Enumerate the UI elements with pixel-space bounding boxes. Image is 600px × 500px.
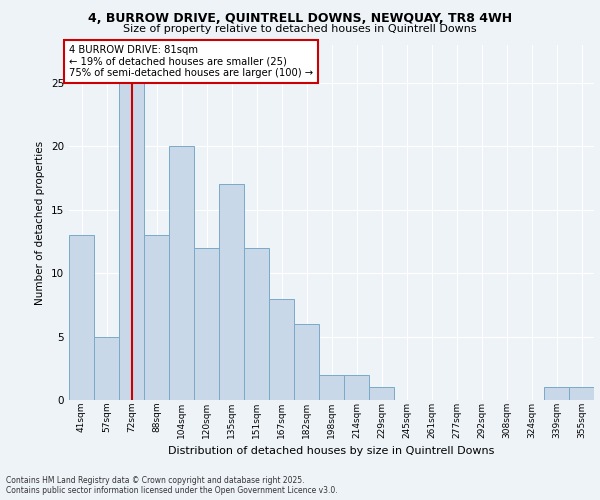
Bar — [219, 184, 244, 400]
Bar — [119, 83, 144, 400]
Y-axis label: Number of detached properties: Number of detached properties — [35, 140, 46, 304]
Bar — [69, 235, 94, 400]
Text: Contains HM Land Registry data © Crown copyright and database right 2025.
Contai: Contains HM Land Registry data © Crown c… — [6, 476, 338, 495]
Bar — [294, 324, 319, 400]
Text: 4 BURROW DRIVE: 81sqm
← 19% of detached houses are smaller (25)
75% of semi-deta: 4 BURROW DRIVE: 81sqm ← 19% of detached … — [69, 45, 313, 78]
Bar — [144, 235, 169, 400]
Bar — [344, 374, 369, 400]
Bar — [319, 374, 344, 400]
Bar — [194, 248, 219, 400]
Text: 4, BURROW DRIVE, QUINTRELL DOWNS, NEWQUAY, TR8 4WH: 4, BURROW DRIVE, QUINTRELL DOWNS, NEWQUA… — [88, 12, 512, 26]
X-axis label: Distribution of detached houses by size in Quintrell Downs: Distribution of detached houses by size … — [169, 446, 494, 456]
Bar — [269, 298, 294, 400]
Bar — [569, 388, 594, 400]
Bar — [544, 388, 569, 400]
Bar — [169, 146, 194, 400]
Bar — [244, 248, 269, 400]
Text: Size of property relative to detached houses in Quintrell Downs: Size of property relative to detached ho… — [123, 24, 477, 34]
Bar — [94, 336, 119, 400]
Bar — [369, 388, 394, 400]
